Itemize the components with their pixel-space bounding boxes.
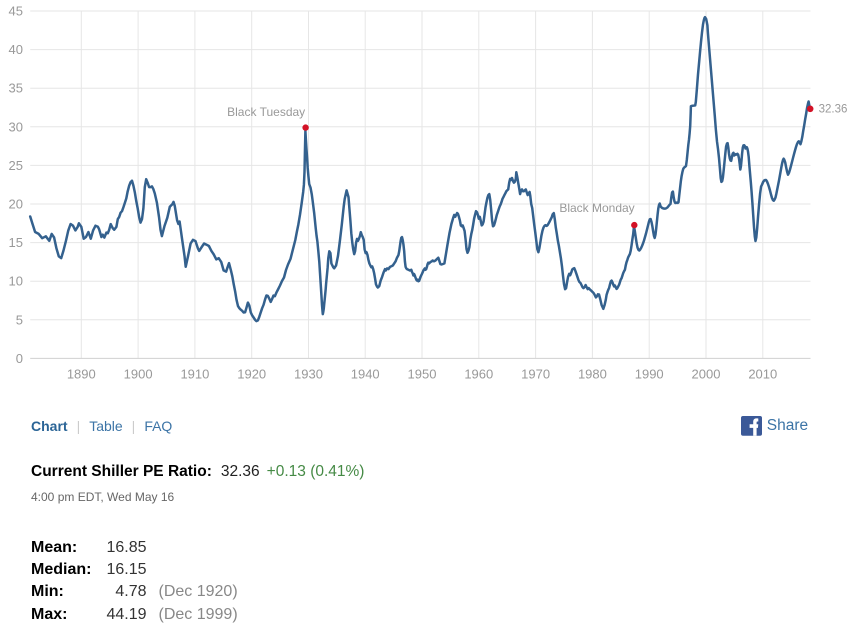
svg-text:5: 5 [16, 312, 23, 327]
svg-text:32.36: 32.36 [819, 104, 848, 116]
svg-text:45: 45 [9, 4, 23, 19]
svg-text:1960: 1960 [464, 367, 493, 382]
svg-text:0: 0 [16, 351, 23, 366]
svg-text:1970: 1970 [521, 367, 550, 382]
svg-text:1920: 1920 [237, 367, 266, 382]
svg-text:10: 10 [9, 274, 23, 289]
svg-text:25: 25 [9, 158, 23, 173]
svg-text:1940: 1940 [351, 367, 380, 382]
svg-text:1950: 1950 [408, 367, 437, 382]
svg-text:1990: 1990 [635, 367, 664, 382]
svg-text:1900: 1900 [124, 367, 153, 382]
svg-text:30: 30 [9, 119, 23, 134]
svg-text:40: 40 [9, 42, 23, 57]
svg-text:35: 35 [9, 81, 23, 96]
svg-text:1910: 1910 [180, 367, 209, 382]
svg-text:1890: 1890 [67, 367, 96, 382]
svg-text:15: 15 [9, 235, 23, 250]
svg-text:20: 20 [9, 197, 23, 212]
svg-text:1930: 1930 [294, 367, 323, 382]
svg-text:Black Monday: Black Monday [559, 201, 634, 215]
svg-text:2000: 2000 [692, 367, 721, 382]
svg-text:2010: 2010 [748, 367, 777, 382]
svg-text:Black Tuesday: Black Tuesday [227, 105, 305, 119]
svg-text:1980: 1980 [578, 367, 607, 382]
